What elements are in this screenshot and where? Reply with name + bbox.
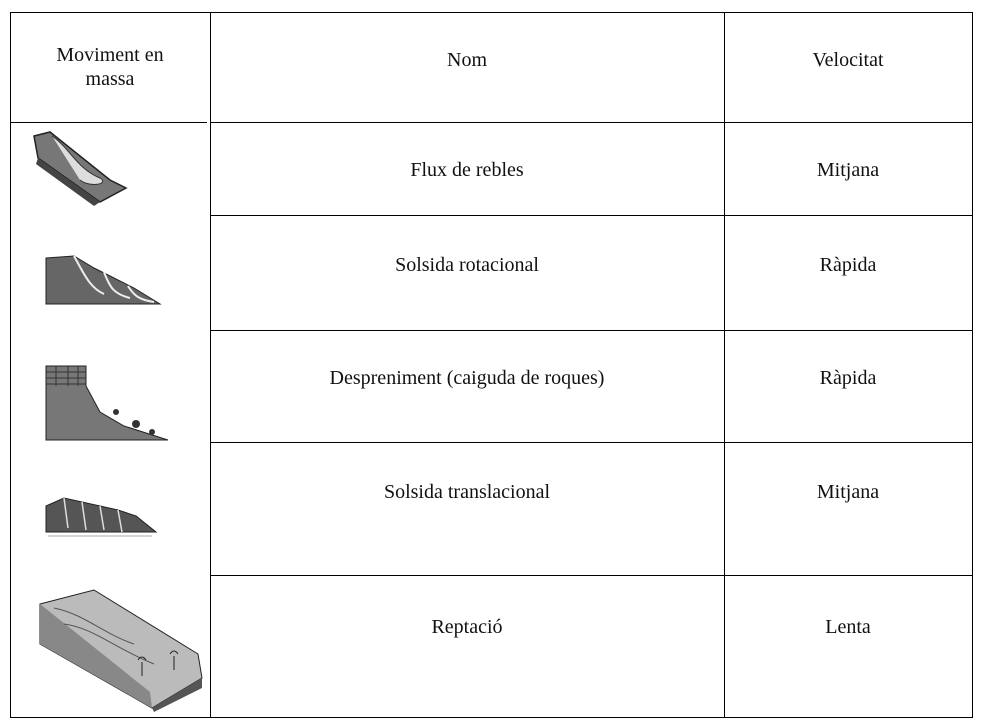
border [10,122,207,123]
name-cell: Despreniment (caiguda de roques) [329,367,605,389]
header-cell: Nom [447,49,487,71]
name-cell: Reptació [431,616,503,638]
speed-cell: Lenta [825,616,871,638]
border [724,12,725,718]
speed-cell: Ràpida [819,367,877,389]
border [210,330,972,331]
debris-flow-icon [33,131,128,206]
translational-slide-icon [45,497,158,537]
border [10,12,11,718]
border [10,12,972,13]
border [210,575,972,576]
border [210,442,972,443]
speed-cell: Mitjana [816,159,880,181]
header-cell: Velocitat [812,49,884,71]
border [210,122,972,123]
name-cell: Solsida translacional [383,481,551,503]
border [210,12,211,718]
name-cell: Flux de rebles [410,159,524,181]
speed-cell: Mitjana [816,481,880,503]
name-cell: Solsida rotacional [395,254,539,276]
rotational-slide-icon [45,255,162,305]
border [210,215,972,216]
creep-icon [39,589,203,712]
rockfall-icon [45,365,169,441]
header-cell: Moviment en massa [56,44,164,90]
border [972,12,973,718]
border [10,717,973,718]
speed-cell: Ràpida [819,254,877,276]
